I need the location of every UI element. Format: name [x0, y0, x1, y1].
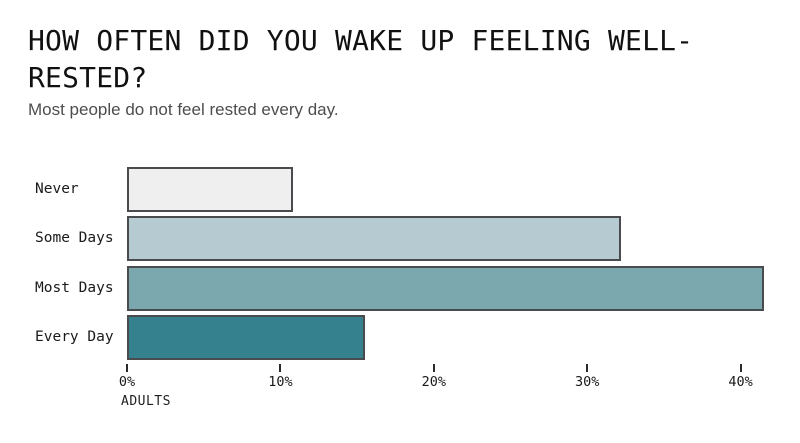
- category-label-some-days: Some Days: [35, 230, 114, 247]
- bar-never: [127, 167, 293, 212]
- chart-title-line2: RESTED?: [28, 61, 148, 94]
- x-axis-tick-label-10: 10%: [268, 374, 293, 390]
- chart-subtitle: Most people do not feel rested every day…: [28, 100, 339, 119]
- x-axis-tick-10: [279, 364, 282, 372]
- x-axis-tick-label-0: 0%: [118, 374, 136, 390]
- bar-every-day: [127, 314, 365, 360]
- x-axis-tick-0: [126, 364, 128, 372]
- x-axis-tick-label-20: 20%: [421, 374, 446, 390]
- x-axis-tick-30: [586, 364, 589, 372]
- x-axis-tick-20: [432, 364, 435, 372]
- chart-title: HOW OFTEN DID YOU WAKE UP FEELING WELL- …: [28, 22, 693, 96]
- bar-some-days: [127, 216, 621, 262]
- bar-chart: Never Some Days Most Days Every Day 0% 10% 20%…: [0, 160, 800, 443]
- x-axis-tick-label-30: 30%: [574, 374, 600, 390]
- chart-title-line1: HOW OFTEN DID YOU WAKE UP FEELING WELL-: [28, 24, 694, 57]
- category-label-most-days: Most Days: [35, 279, 114, 296]
- bar-most-days: [127, 265, 764, 311]
- category-label-every-day: Every Day: [35, 328, 114, 345]
- x-axis-tick-label-40: 40%: [728, 374, 753, 390]
- category-label-never: Never: [35, 181, 79, 197]
- x-axis-tick-40: [739, 364, 742, 372]
- x-axis-title: ADULTS: [121, 394, 171, 409]
